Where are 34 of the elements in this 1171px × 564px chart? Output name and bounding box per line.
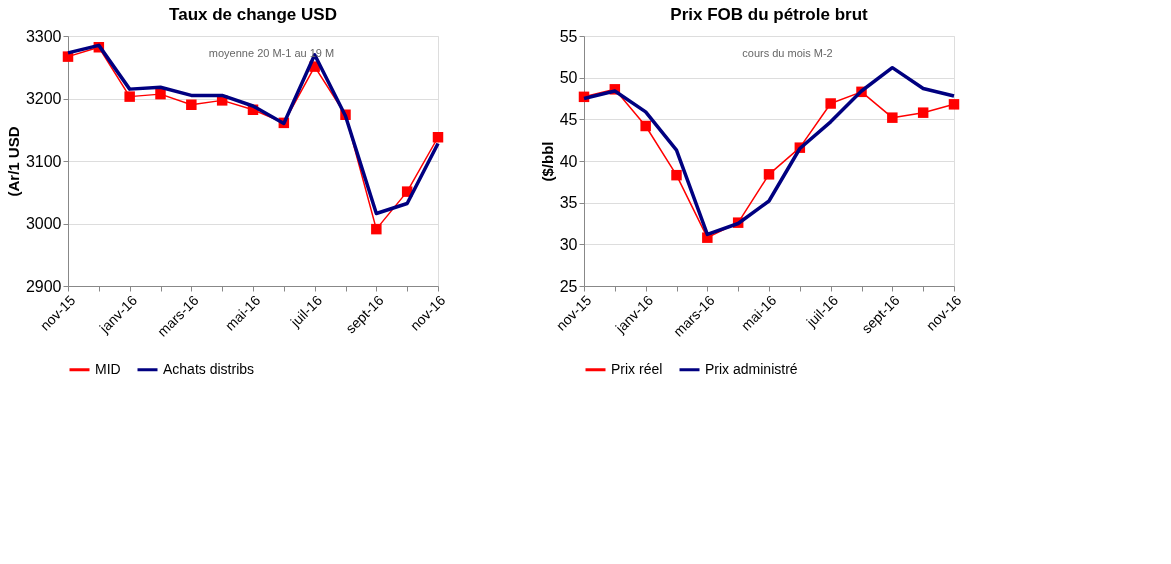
- point: [671, 169, 682, 181]
- y-tick-label: 3000: [25, 215, 62, 232]
- point: [917, 107, 929, 118]
- y-tick-label: 55: [559, 27, 578, 45]
- point: [124, 91, 135, 102]
- point: [948, 99, 960, 110]
- annotation: cours du mois M-2: [742, 47, 833, 59]
- y-tick-label: 45: [559, 110, 578, 128]
- annotation: moyenne 20 M-1 au 19 M: [208, 47, 335, 59]
- y-tick-label: 2900: [25, 277, 62, 295]
- point: [155, 88, 166, 100]
- y-tick-label: 40: [559, 152, 578, 170]
- legend-label: MID: [95, 360, 121, 377]
- y-tick-label: 3200: [25, 90, 62, 107]
- legend-label: Prix administré: [705, 360, 798, 377]
- y-tick-label: 50: [559, 69, 578, 87]
- point: [186, 99, 197, 110]
- chart-title: Prix FOB du pétrole brut: [670, 5, 869, 24]
- point: [763, 169, 775, 180]
- legend-label: Prix réel: [611, 360, 663, 377]
- y-tick-label: 3100: [25, 152, 62, 170]
- y-axis-title: ($/bbl: [538, 141, 556, 182]
- legend-label: Achats distribs: [163, 360, 255, 377]
- point: [371, 223, 382, 235]
- y-tick-label: 3300: [25, 27, 62, 45]
- point: [432, 132, 444, 143]
- point: [825, 98, 836, 109]
- point: [640, 120, 651, 132]
- y-axis-title: (Ar/1 USD: [4, 126, 22, 197]
- chart-title: Taux de change USD: [169, 5, 337, 24]
- point: [887, 112, 898, 123]
- y-tick-label: 30: [559, 235, 578, 253]
- y-tick-label: 35: [559, 194, 578, 212]
- y-tick-label: 25: [559, 277, 578, 295]
